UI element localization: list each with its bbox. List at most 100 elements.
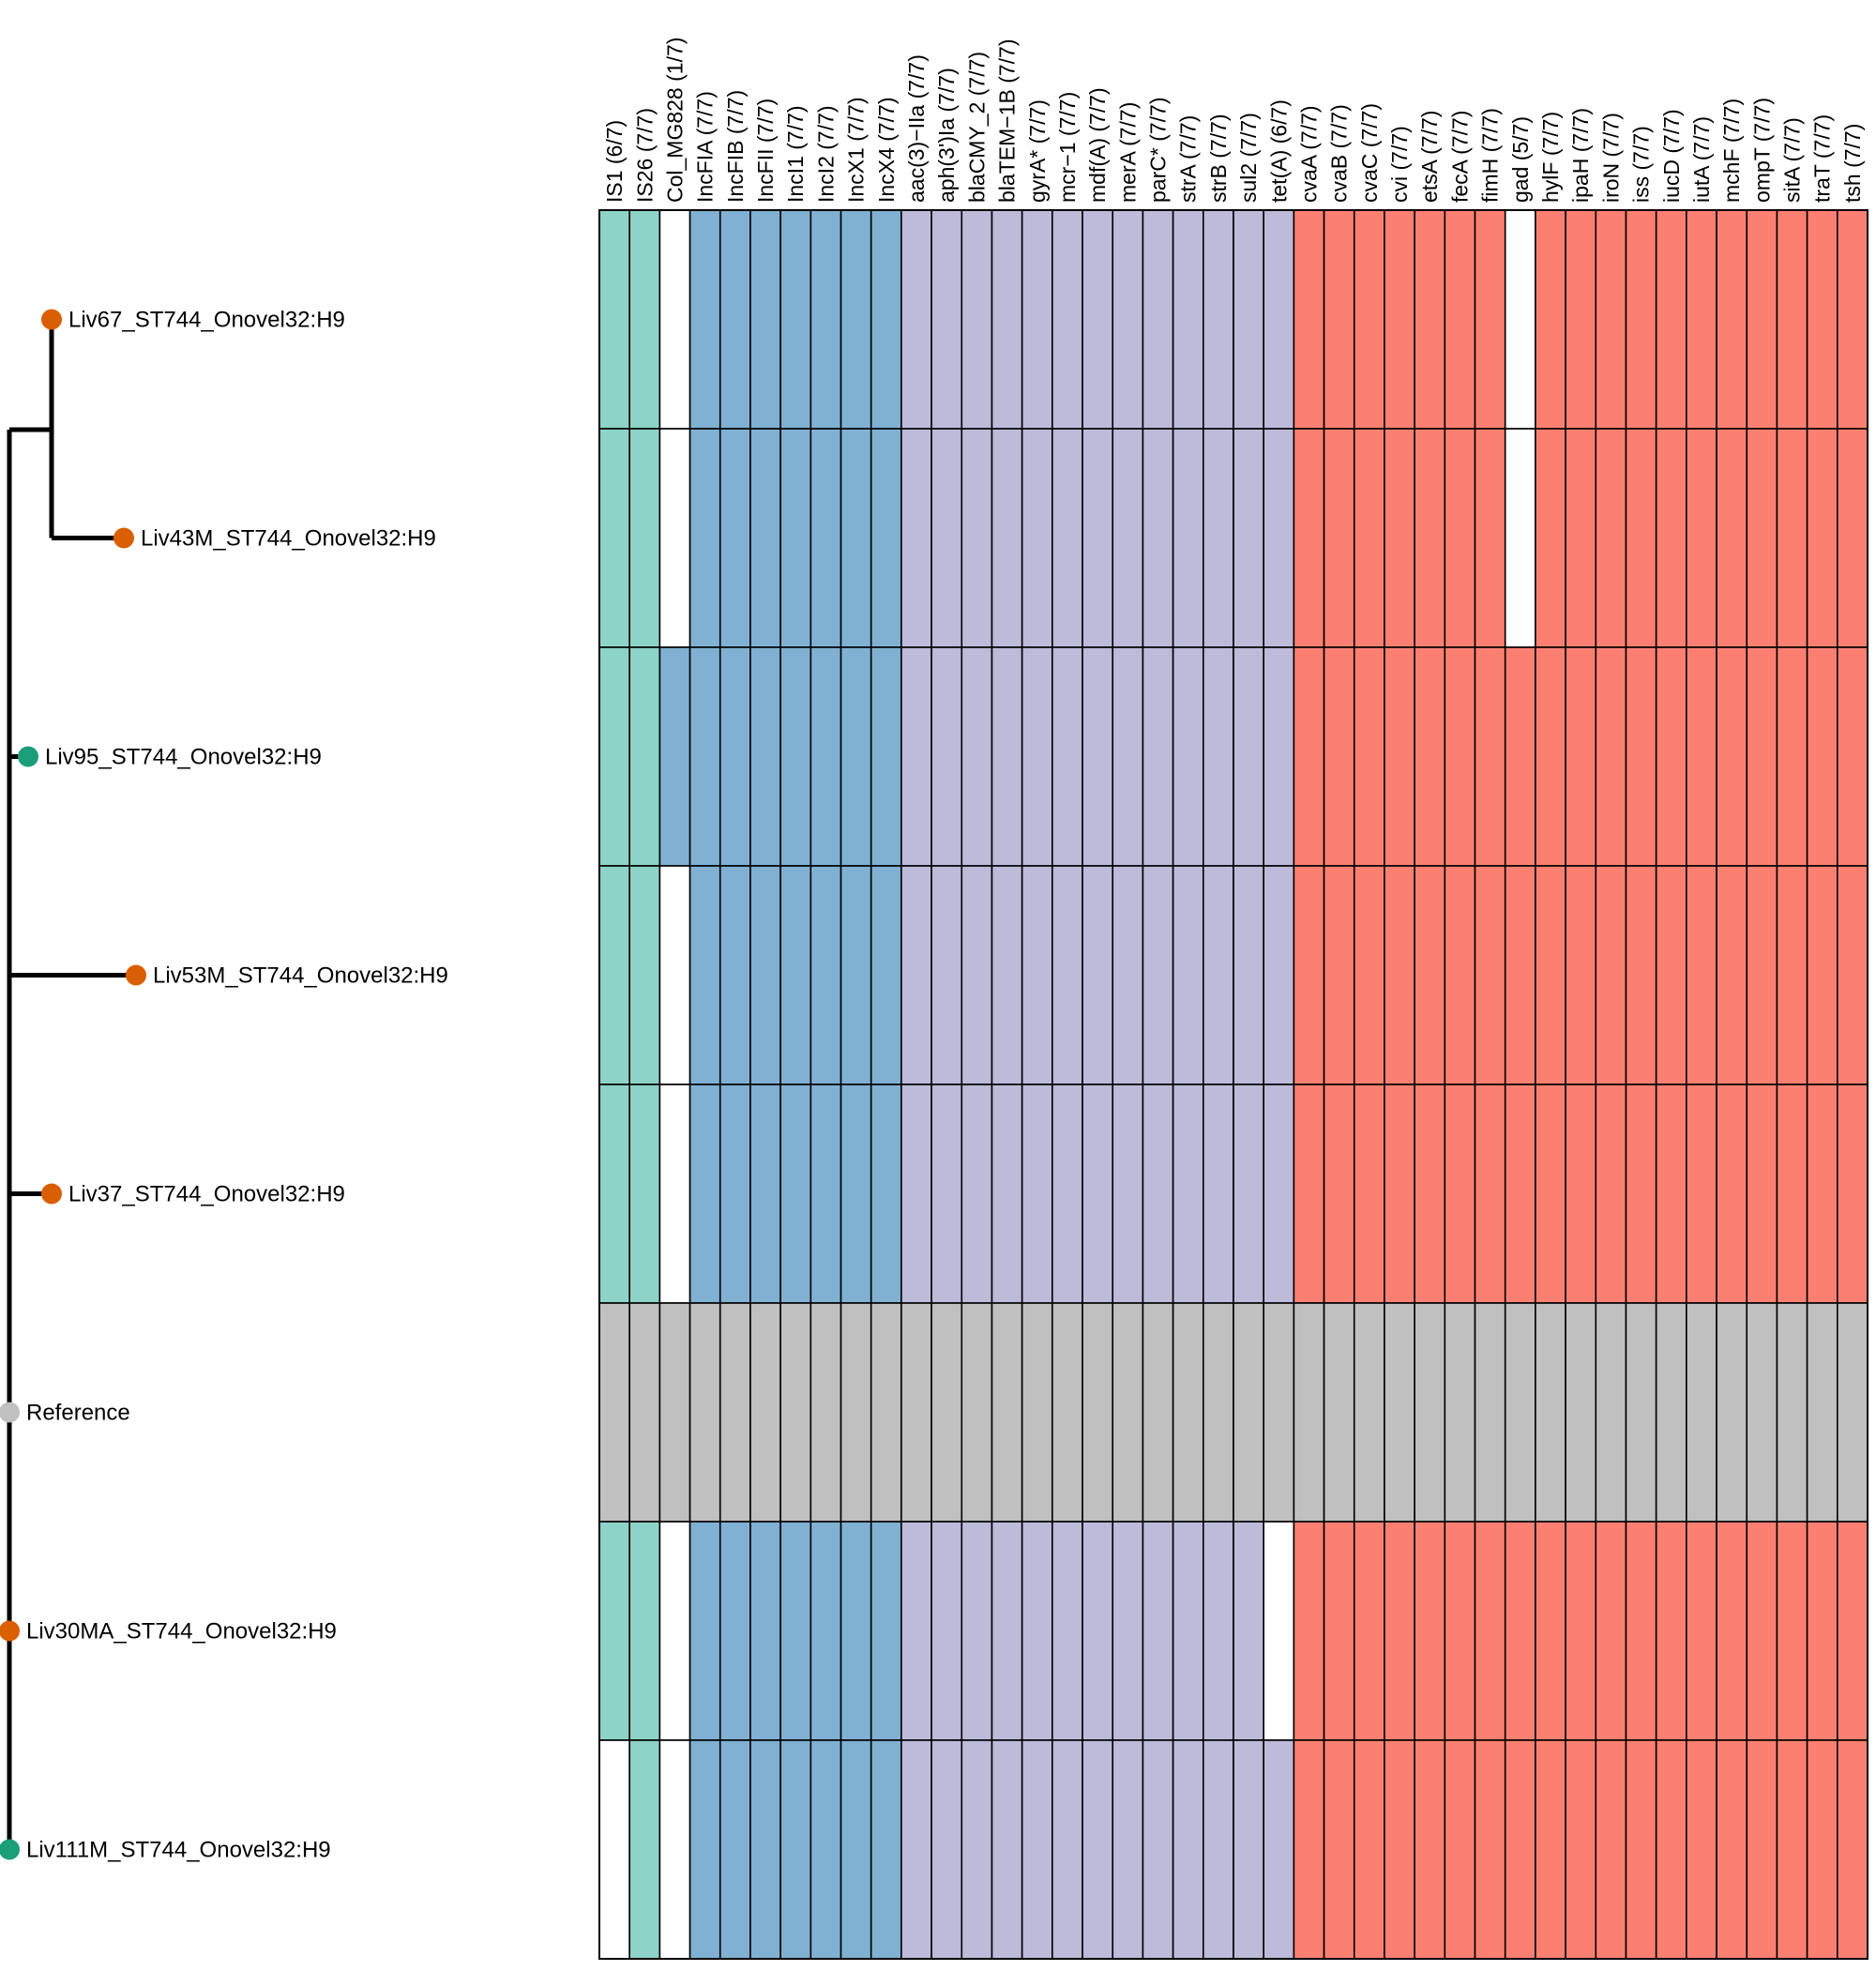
heatmap-cell xyxy=(961,1302,993,1523)
heatmap-cell xyxy=(1021,1302,1053,1523)
heatmap-cell xyxy=(1565,1302,1597,1523)
heatmap-cell xyxy=(1414,1521,1446,1741)
heatmap-cell xyxy=(1444,1521,1476,1741)
heatmap-cell xyxy=(1414,1084,1446,1304)
heatmap-cell xyxy=(1414,1302,1446,1523)
heatmap-cell xyxy=(1837,1739,1868,1960)
tree-tip-marker xyxy=(0,1402,20,1423)
heatmap-cell xyxy=(1625,1739,1657,1960)
heatmap-cell xyxy=(930,1302,963,1523)
tree-leaf-label: Liv53M_ST744_Onovel32:H9 xyxy=(153,963,448,989)
heatmap-cell xyxy=(870,1084,902,1304)
heatmap-cell xyxy=(930,1084,963,1304)
heatmap-cell xyxy=(1323,646,1355,867)
heatmap-cell xyxy=(1021,1521,1053,1741)
heatmap-cell xyxy=(1565,209,1597,430)
heatmap-cell xyxy=(1504,1739,1536,1960)
heatmap-cell xyxy=(1746,1302,1778,1523)
heatmap-cell xyxy=(1112,1739,1144,1960)
heatmap-cell xyxy=(1716,1302,1748,1523)
heatmap-cell xyxy=(1504,1084,1536,1304)
heatmap-cell xyxy=(1384,1521,1415,1741)
column-headers: IS1 (6/7) IS26 (7/7) Col_MG828 (1/7) IncFIA… xyxy=(602,38,1865,203)
tree-tip-marker xyxy=(113,527,134,549)
heatmap-cell xyxy=(1384,865,1415,1085)
heatmap-cell xyxy=(1565,1521,1597,1741)
heatmap-cell xyxy=(1504,865,1536,1085)
heatmap-cell xyxy=(1837,1302,1868,1523)
heatmap-cell xyxy=(779,1739,812,1960)
heatmap-cell xyxy=(1021,1084,1053,1304)
heatmap-cell xyxy=(1353,1521,1385,1741)
heatmap-cell xyxy=(1776,1302,1808,1523)
heatmap-cell xyxy=(1384,1302,1415,1523)
heatmap-cell xyxy=(1172,428,1204,648)
heatmap-cell xyxy=(1051,209,1083,430)
column-header-label: sitA (7/7) xyxy=(1780,117,1805,203)
heatmap-cell xyxy=(1263,428,1295,648)
heatmap-cell xyxy=(1112,1084,1144,1304)
heatmap-cell xyxy=(1172,209,1204,430)
heatmap-cell xyxy=(1112,428,1144,648)
heatmap-cell xyxy=(1625,1521,1657,1741)
heatmap-cell xyxy=(1504,646,1536,867)
heatmap-cell xyxy=(1686,1302,1717,1523)
heatmap-cell xyxy=(658,865,691,1085)
heatmap-cell xyxy=(749,646,781,867)
heatmap-cell xyxy=(1203,1302,1234,1523)
heatmap-cell xyxy=(1716,209,1748,430)
heatmap-cell xyxy=(1082,646,1114,867)
heatmap-cell xyxy=(840,428,872,648)
heatmap-cell xyxy=(1806,1739,1838,1960)
heatmap-cell xyxy=(688,865,721,1085)
heatmap-cell xyxy=(749,1302,781,1523)
heatmap-cell xyxy=(1172,1521,1204,1741)
heatmap-cell xyxy=(1474,1739,1506,1960)
heatmap-cell xyxy=(1776,428,1808,648)
column-header-label: iucD (7/7) xyxy=(1659,109,1684,203)
heatmap-cell xyxy=(900,1302,932,1523)
column-header-label: hylF (7/7) xyxy=(1538,112,1563,203)
column-header-label: cvaA (7/7) xyxy=(1296,105,1321,203)
column-header-label: IncX4 (7/7) xyxy=(874,98,899,204)
heatmap-cell xyxy=(1806,1521,1838,1741)
heatmap-cell xyxy=(1112,209,1144,430)
heatmap-cell xyxy=(1595,1302,1627,1523)
heatmap-cell xyxy=(1112,646,1144,867)
heatmap-cell xyxy=(1142,209,1174,430)
heatmap-cell xyxy=(1625,1084,1657,1304)
heatmap-cell xyxy=(1686,865,1717,1085)
heatmap-cell xyxy=(719,1739,751,1960)
heatmap-cell xyxy=(1655,1739,1687,1960)
heatmap-cell xyxy=(1716,428,1748,648)
heatmap-cell xyxy=(628,209,661,430)
heatmap-cell xyxy=(1233,1521,1264,1741)
heatmap-cell xyxy=(1142,865,1174,1085)
tree-leaf-label: Liv67_ST744_Onovel32:H9 xyxy=(68,308,345,333)
heatmap-cell xyxy=(1535,865,1566,1085)
heatmap-cell xyxy=(1384,428,1415,648)
heatmap-cell xyxy=(1021,209,1053,430)
column-header-label: aac(3)−IIa (7/7) xyxy=(904,54,929,203)
heatmap-cell xyxy=(809,1084,842,1304)
heatmap-cell xyxy=(1082,1739,1114,1960)
heatmap-cell xyxy=(628,865,661,1085)
heatmap-cell xyxy=(779,646,812,867)
heatmap-cell xyxy=(1172,646,1204,867)
heatmap-cell xyxy=(1716,1084,1748,1304)
heatmap-cell xyxy=(1051,1521,1083,1741)
heatmap-cell xyxy=(840,209,872,430)
heatmap-cell xyxy=(1655,1084,1687,1304)
heatmap-cell xyxy=(1082,1521,1114,1741)
heatmap-cell xyxy=(1595,1084,1627,1304)
column-header-label: tet(A) (6/7) xyxy=(1266,99,1291,203)
heatmap-cell xyxy=(1203,209,1234,430)
heatmap-cell xyxy=(930,1521,963,1741)
heatmap-cell xyxy=(1263,1084,1295,1304)
heatmap-cell xyxy=(1686,428,1717,648)
heatmap-cell xyxy=(1323,428,1355,648)
heatmap-cell xyxy=(1051,1084,1083,1304)
heatmap-cell xyxy=(840,1084,872,1304)
heatmap-cell xyxy=(1263,865,1295,1085)
column-header-label: strB (7/7) xyxy=(1206,114,1231,203)
